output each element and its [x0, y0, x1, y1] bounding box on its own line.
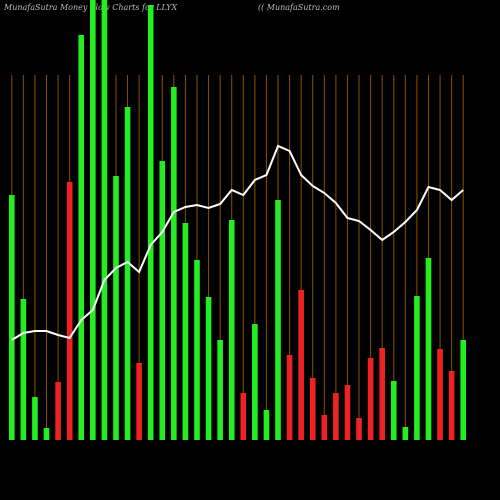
- bar: [425, 258, 432, 440]
- bar: [252, 324, 258, 440]
- bar: [448, 371, 455, 440]
- bar: [66, 182, 73, 440]
- bar: [124, 107, 131, 440]
- chart-subtitle: (( MunafaSutra.com: [258, 3, 340, 12]
- bar: [344, 385, 351, 440]
- bar: [159, 161, 166, 440]
- bar: [194, 260, 200, 440]
- bar: [113, 176, 119, 440]
- bar: [147, 5, 154, 440]
- bar: [402, 427, 409, 440]
- bar: [182, 223, 189, 440]
- bar: [309, 378, 316, 440]
- bar: [263, 410, 270, 440]
- bar: [275, 200, 281, 440]
- bar: [379, 348, 385, 440]
- bar: [390, 381, 397, 440]
- bar: [8, 195, 15, 440]
- bar: [217, 340, 223, 440]
- bar: [43, 428, 50, 440]
- bar: [414, 296, 420, 440]
- money-flow-line: [11, 144, 464, 341]
- bar: [228, 220, 235, 440]
- bar: [321, 415, 328, 440]
- bar: [136, 363, 142, 440]
- bar: [55, 382, 61, 440]
- bar: [333, 393, 339, 440]
- bar: [20, 299, 27, 440]
- bar: [101, 0, 108, 440]
- bar: [286, 355, 293, 440]
- bar: [460, 340, 467, 440]
- bar: [171, 87, 177, 440]
- bar: [240, 393, 247, 440]
- bar: [367, 358, 374, 440]
- bar: [90, 0, 96, 440]
- bar: [437, 349, 443, 440]
- bar: [78, 35, 85, 440]
- bar: [32, 397, 38, 440]
- bar: [205, 297, 212, 440]
- bar: [356, 418, 362, 440]
- bar: [298, 290, 304, 440]
